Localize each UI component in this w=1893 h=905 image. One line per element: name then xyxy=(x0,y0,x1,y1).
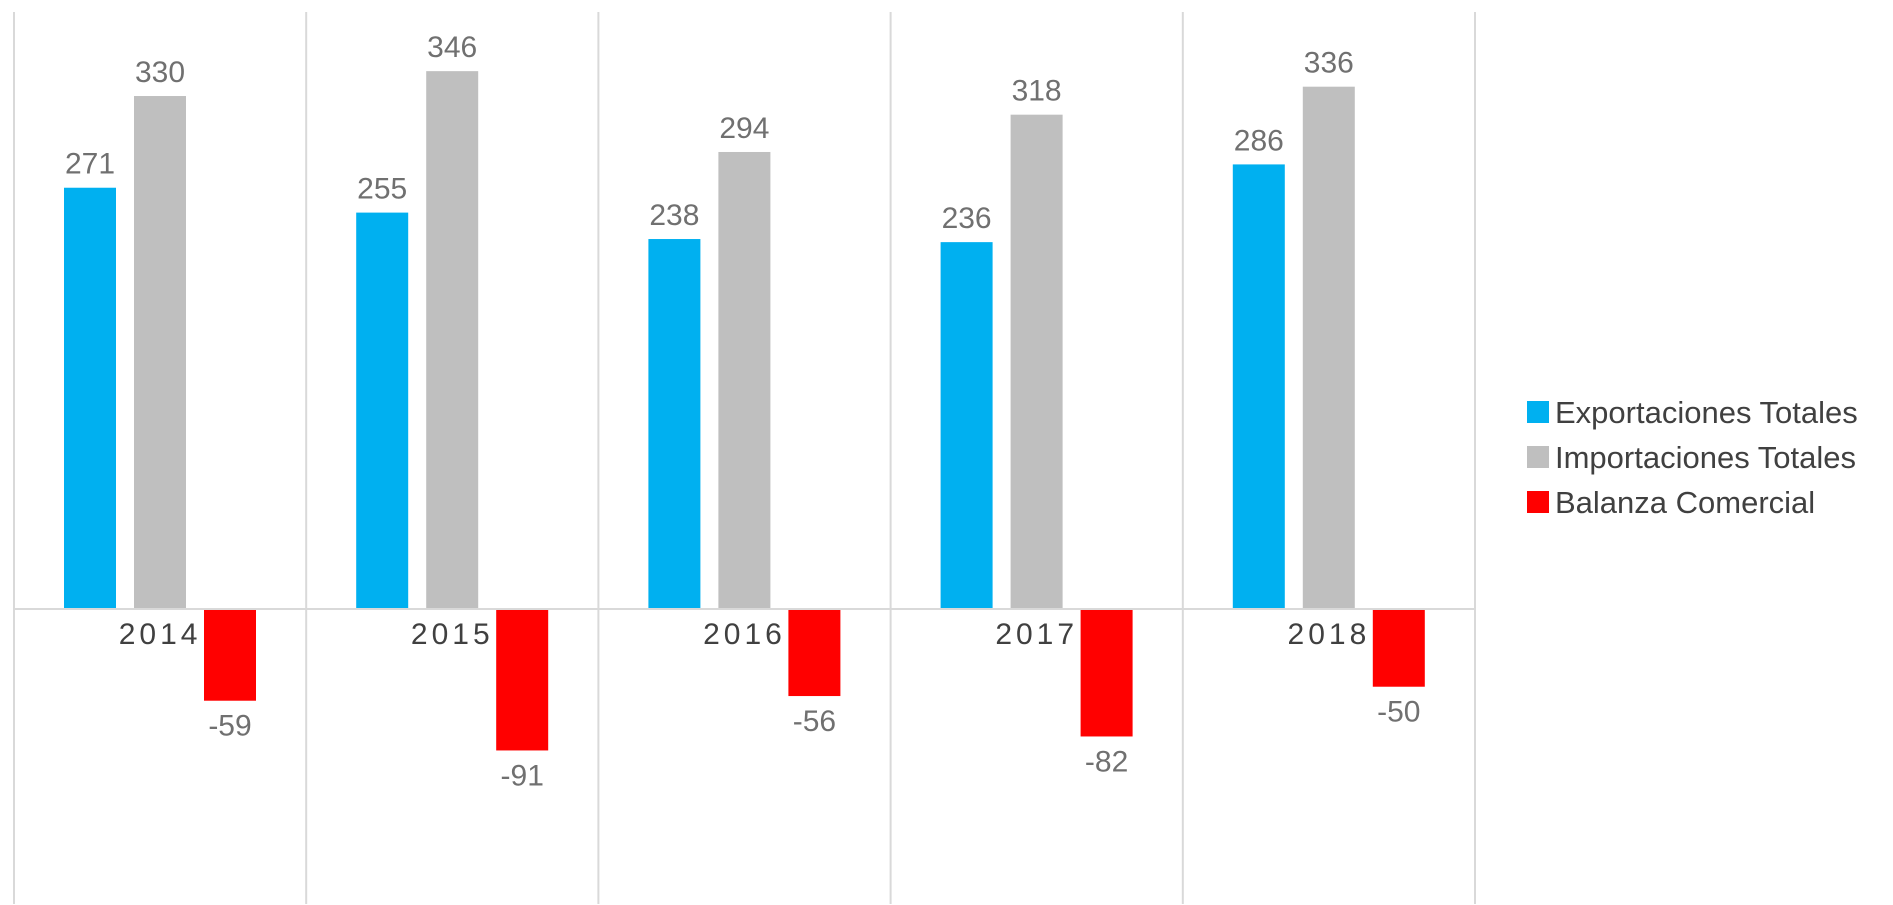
legend-entry-label: Balanza Comercial xyxy=(1555,485,1815,520)
data-label: -82 xyxy=(1085,745,1128,778)
bar xyxy=(1302,86,1355,610)
legend-swatch xyxy=(1527,446,1549,468)
category-label: 2015 xyxy=(411,618,494,651)
legend-swatch xyxy=(1527,401,1549,423)
data-label: 286 xyxy=(1234,124,1284,157)
bar xyxy=(204,609,256,701)
data-label: -56 xyxy=(793,705,836,738)
category-gridlines xyxy=(13,12,1476,904)
bar xyxy=(1232,164,1285,609)
bar xyxy=(1372,609,1425,687)
bars xyxy=(64,71,1425,751)
category-label: 2018 xyxy=(1288,618,1371,651)
data-label: 255 xyxy=(357,173,407,206)
category-labels: 2014 2015 2016 2017 2018 xyxy=(119,618,1371,651)
data-label: 271 xyxy=(65,148,115,181)
data-label: 346 xyxy=(427,31,477,64)
category-label: 2016 xyxy=(703,618,786,651)
data-label: 238 xyxy=(649,199,699,232)
bar xyxy=(940,242,993,609)
data-label: 336 xyxy=(1304,47,1354,80)
legend-swatch xyxy=(1527,491,1549,513)
data-label: 330 xyxy=(135,56,185,89)
bar xyxy=(1010,114,1063,609)
data-label: 236 xyxy=(942,202,992,235)
data-label: -59 xyxy=(208,710,251,743)
bar xyxy=(134,96,186,609)
category-label: 2014 xyxy=(119,618,202,651)
data-label: -50 xyxy=(1377,696,1420,729)
bar xyxy=(356,212,409,610)
legend-entry-label: Importaciones Totales xyxy=(1555,440,1856,475)
bar xyxy=(496,609,549,751)
bar xyxy=(1080,609,1133,737)
legend-entry-label: Exportaciones Totales xyxy=(1555,395,1858,430)
data-label: -91 xyxy=(501,759,544,792)
data-labels: 271 330 -59 255 346 -91 238 294 -56 236 318 -82 286 3… xyxy=(65,31,1421,792)
bar xyxy=(718,151,771,610)
bar xyxy=(648,239,701,610)
legend: Exportaciones Totales Importaciones Total… xyxy=(1527,395,1858,520)
category-label: 2017 xyxy=(995,618,1078,651)
data-label: 318 xyxy=(1012,75,1062,108)
data-label: 294 xyxy=(719,112,769,145)
bar xyxy=(64,187,116,609)
bar xyxy=(788,609,841,697)
bar xyxy=(426,71,479,609)
